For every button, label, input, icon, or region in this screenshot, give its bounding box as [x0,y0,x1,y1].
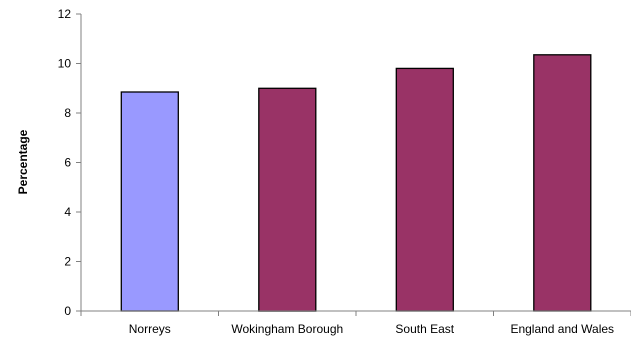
bar-3 [533,54,592,312]
y-tick-label: 8 [64,106,71,120]
y-axis-label: Percentage [16,129,30,194]
bar-0 [120,91,179,312]
y-ticks-layer: 0 2 4 6 8 10 12 [58,7,81,318]
bar-1 [258,87,317,312]
bars-layer [120,54,592,312]
y-tick-label: 4 [64,205,71,219]
x-tick-label: Wokingham Borough [231,322,343,336]
y-tick-label: 10 [58,57,72,71]
y-tick-label: 2 [64,255,71,269]
x-tick-label: South East [395,322,454,336]
y-tick-label: 6 [64,156,71,170]
y-tick-label: 0 [64,304,71,318]
bar-2 [395,67,454,312]
x-tick-label: Norreys [129,322,171,336]
x-tick-label: England and Wales [510,322,614,336]
y-tick-label: 12 [58,7,72,21]
x-ticks-layer: Norreys Wokingham Borough South East Englan… [129,322,614,336]
